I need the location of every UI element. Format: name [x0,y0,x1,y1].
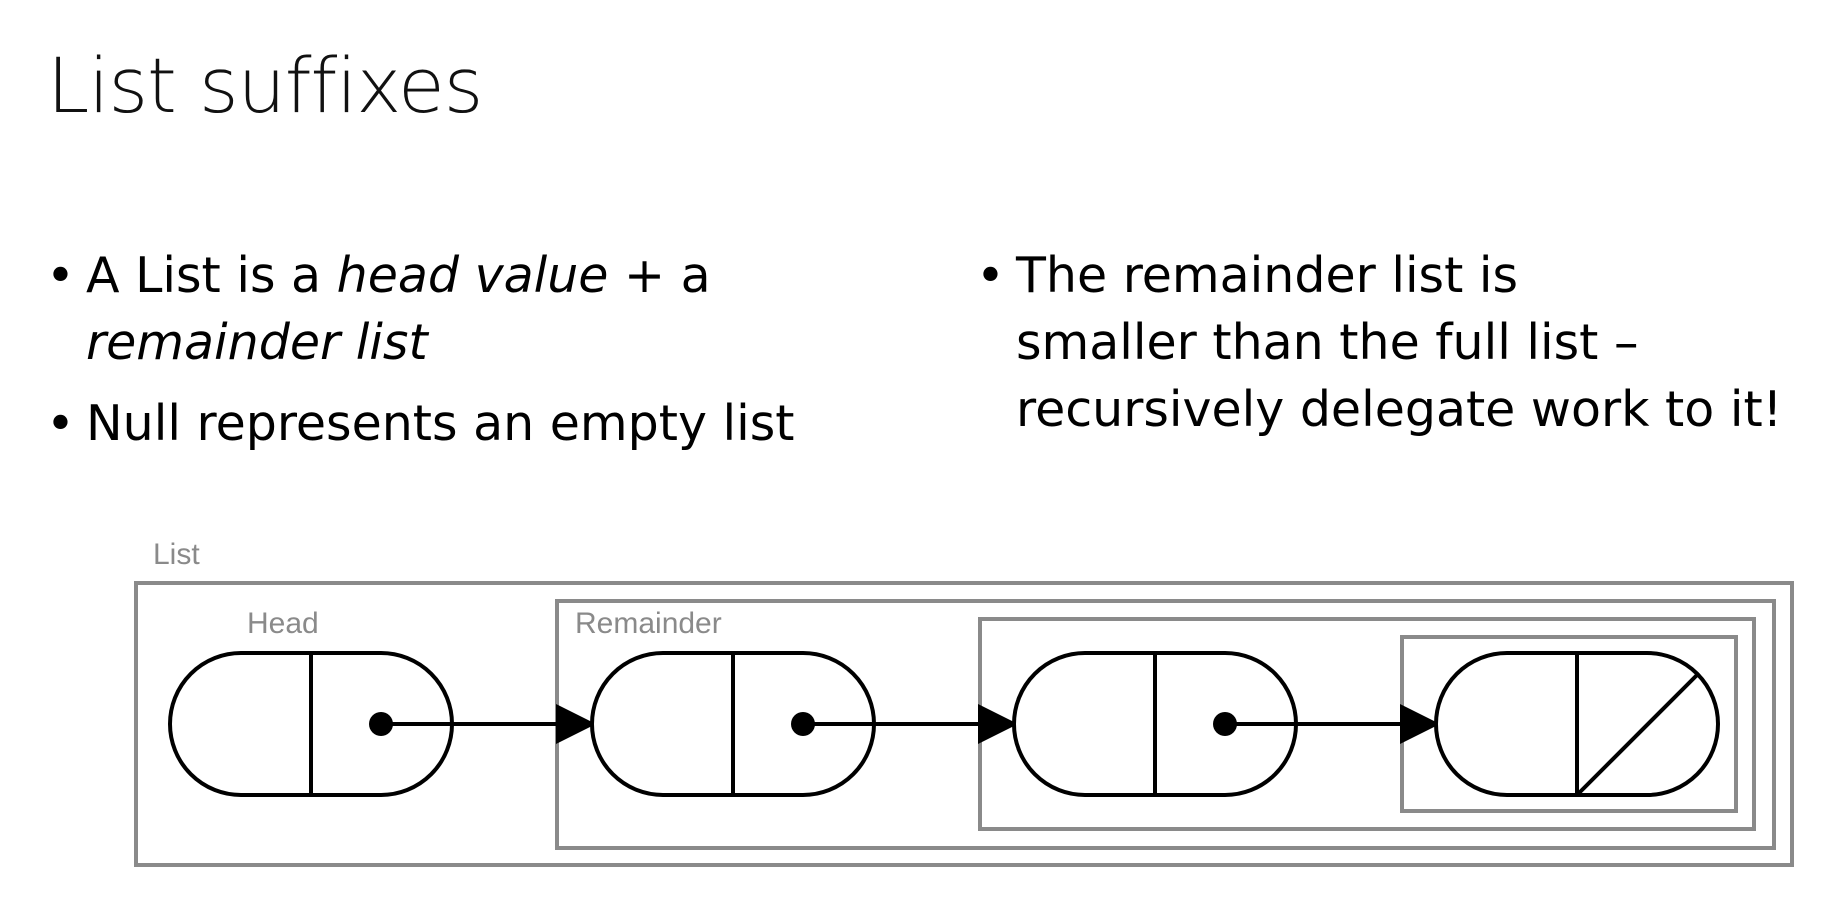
remainder-label: Remainder [575,607,722,640]
bullet-null-empty: • Null represents an empty list [46,390,926,457]
bullet-text: Null represents an empty list [86,395,795,452]
linked-list-diagram: List Head Remainder [134,538,1794,867]
list-node-null [1434,651,1720,797]
right-bullet-list: • The remainder list is smaller than the… [976,242,1816,457]
slide-title: List suffixes [47,41,483,130]
list-frame [134,581,1794,867]
bullet-dot: • [46,247,75,304]
bullet-dot: • [976,247,1005,304]
list-label: List [153,538,200,571]
bullet-line: smaller than the full list – [1016,314,1639,371]
left-bullet-list: • A List is a head value + a remainder li… [46,242,926,471]
bullet-recursion: • The remainder list is smaller than the… [976,242,1816,443]
head-label: Head [247,607,319,640]
bullet-dot: • [46,395,75,452]
bullet-line: The remainder list is [1016,247,1519,304]
bullet-line: recursively delegate work to it! [1016,381,1783,438]
bullet-text-part: + a [608,247,711,304]
bullet-text-remainder-list: remainder list [86,314,428,371]
null-slash [1575,671,1701,797]
bullet-text-head-value: head value [336,247,609,304]
bullet-list-definition: • A List is a head value + a remainder li… [46,242,926,376]
list-node [590,651,876,797]
list-node [168,651,454,797]
bullet-text-part: A List is a [86,247,337,304]
